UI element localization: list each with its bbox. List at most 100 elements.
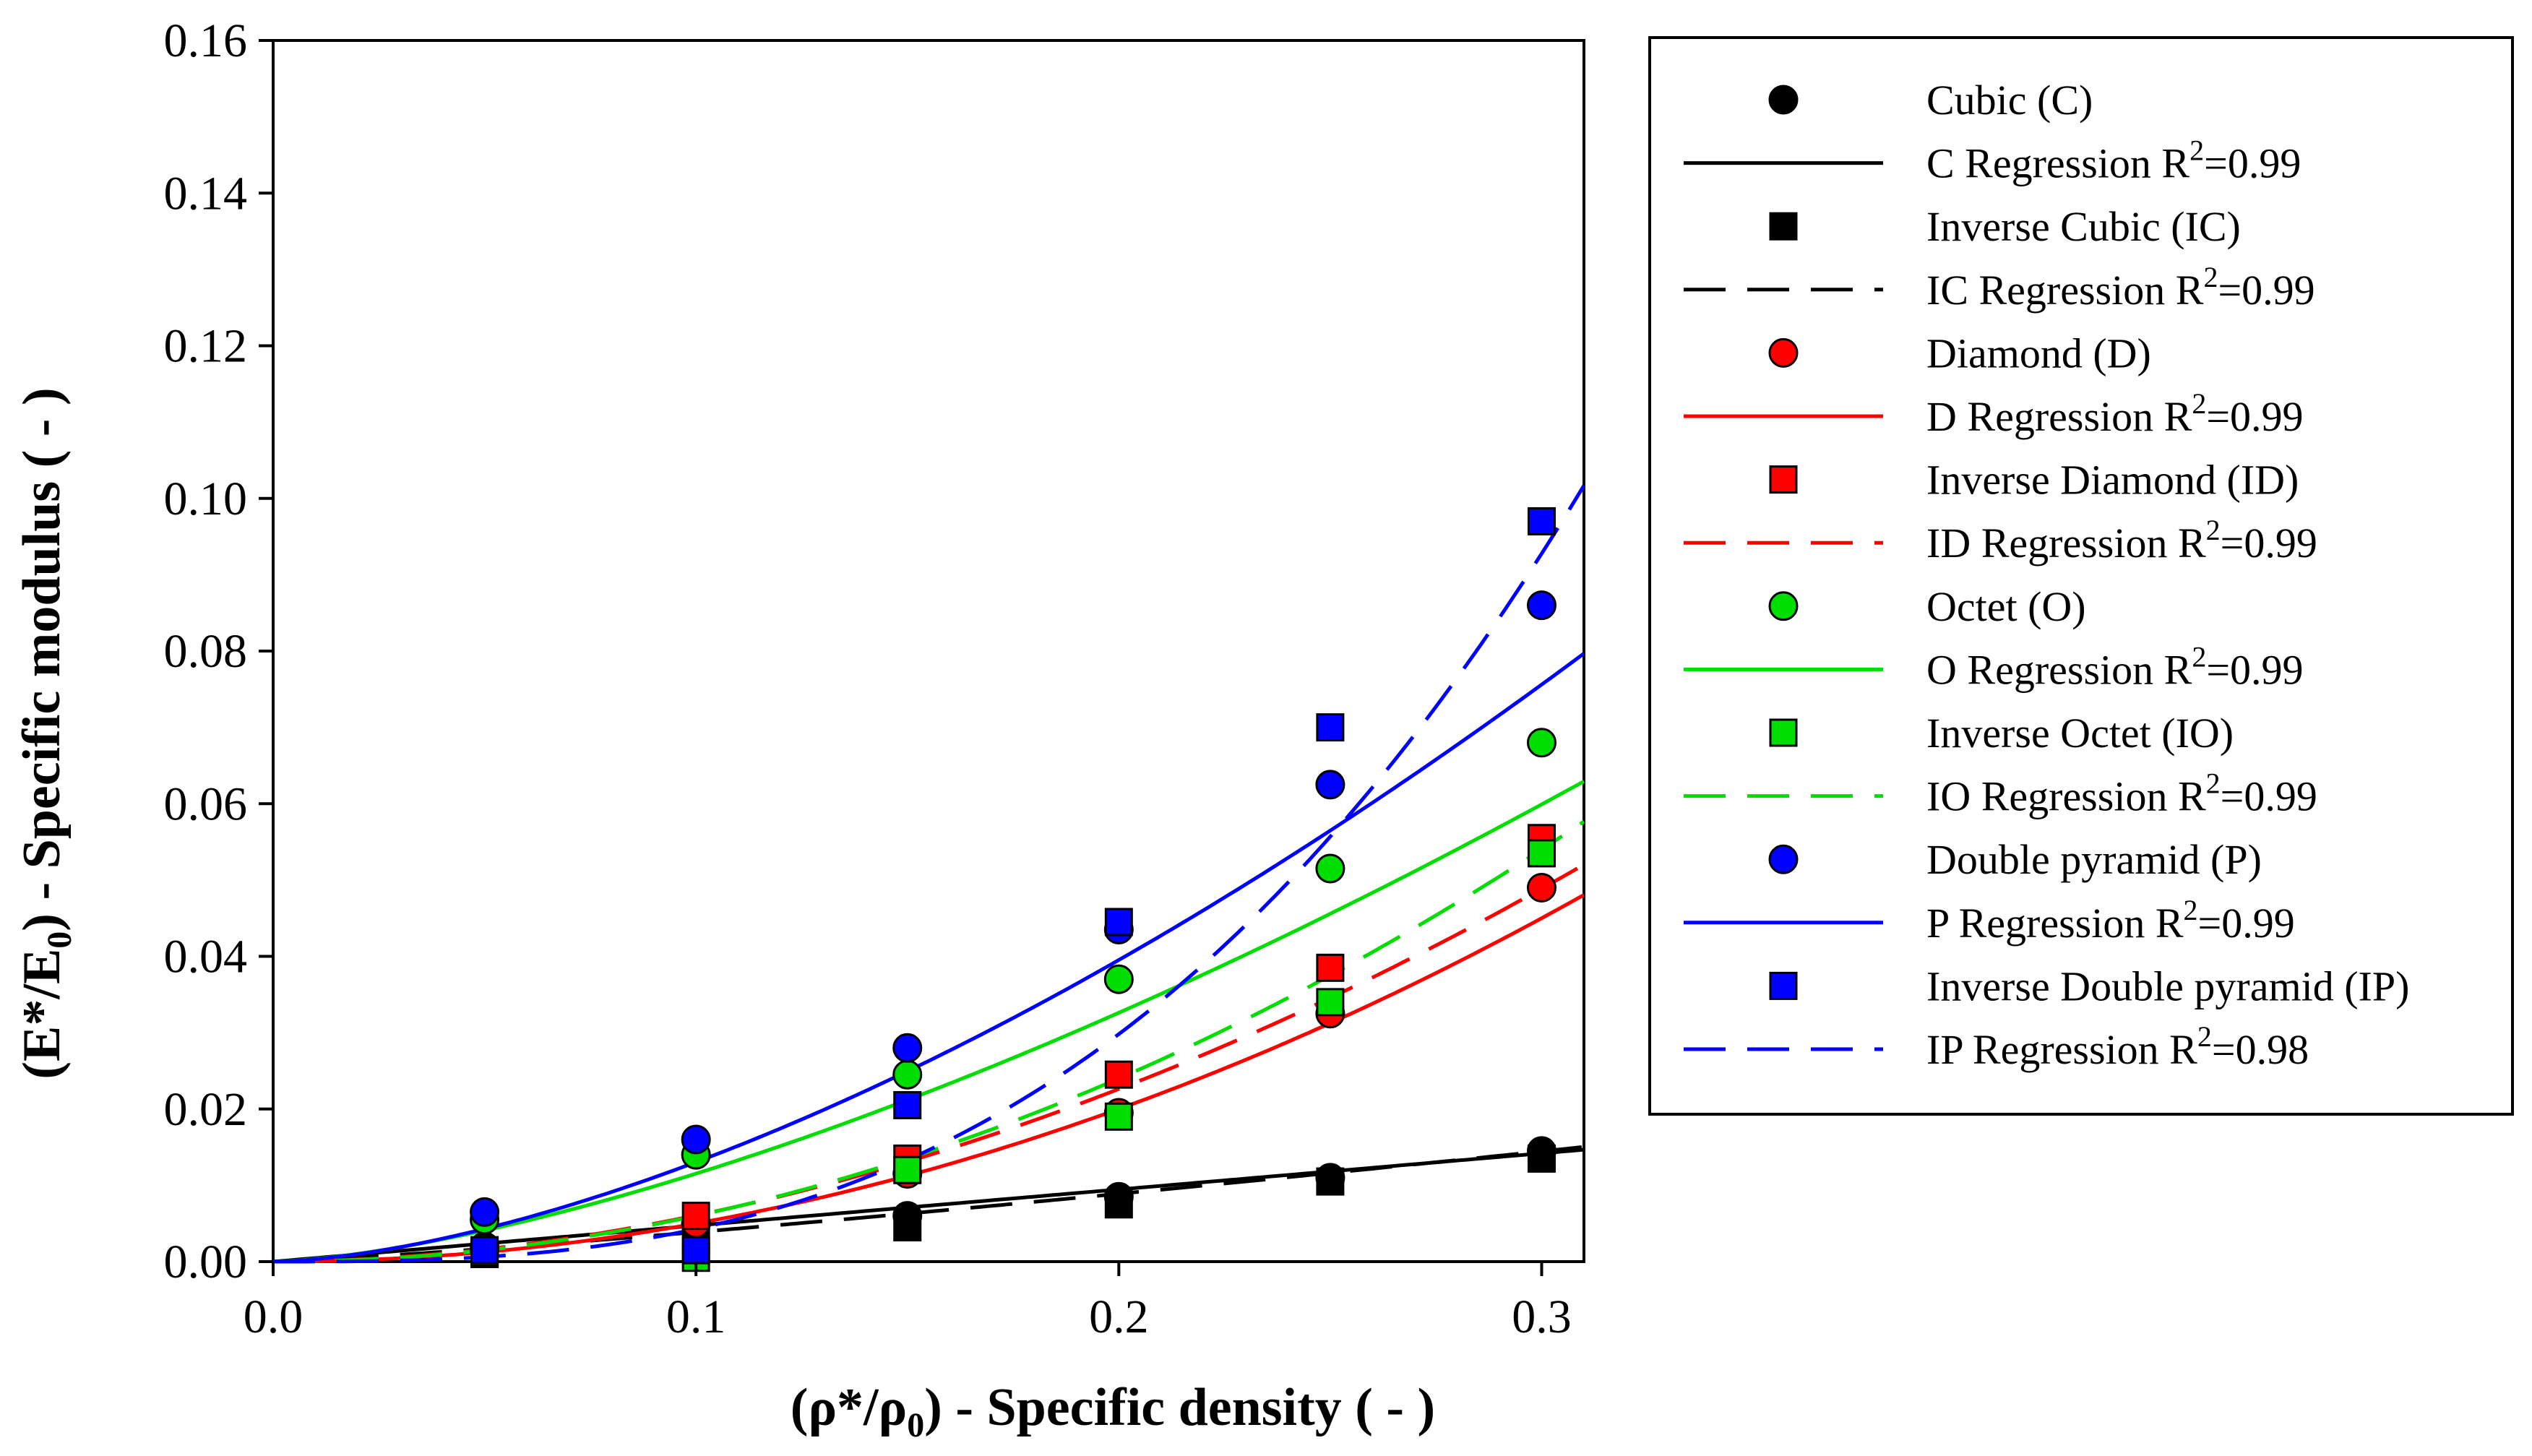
- legend-marker: [1768, 337, 1799, 368]
- x-tick-label: 0.3: [1512, 1291, 1572, 1343]
- legend-label-text: Double pyramid (P): [1926, 836, 2262, 883]
- legend-label: P Regression R2=0.99: [1926, 894, 2295, 947]
- y-axis-title: (E*/E0) - Specific modulus ( - ): [12, 387, 79, 1079]
- data-point: [1527, 1144, 1556, 1173]
- y-axis-title-sub: 0: [40, 931, 79, 949]
- legend-label: Double pyramid (P): [1926, 836, 2262, 883]
- data-point: [1316, 713, 1345, 742]
- legend-label-tail: =0.99: [2221, 773, 2317, 820]
- legend-label: IP Regression R2=0.98: [1926, 1020, 2309, 1073]
- legend-label-text: C Regression R: [1926, 140, 2189, 187]
- data-point: [1316, 1167, 1345, 1196]
- legend-marker: [1768, 85, 1799, 115]
- x-tick-label: 0.1: [666, 1291, 726, 1343]
- legend-label-tail: =0.99: [2198, 900, 2295, 947]
- data-point: [1526, 728, 1556, 758]
- axes: 0.00 0.02 0.04 0.06 0.08 0.10 0.12 0.14 0.16 0.0 0…: [164, 14, 1572, 1343]
- legend-box: [1648, 36, 2514, 1116]
- data-point: [893, 1155, 922, 1184]
- y-axis-title-post: ) - Specific modulus ( - ): [12, 387, 72, 931]
- legend-label-sup: 2: [2203, 261, 2218, 293]
- legend-label-tail: =0.99: [2206, 393, 2303, 440]
- legend-label: O Regression R2=0.99: [1926, 640, 2304, 693]
- data-point: [681, 1202, 710, 1231]
- x-tick-label: 0.2: [1089, 1291, 1149, 1343]
- legend-label: Octet (O): [1926, 583, 2086, 630]
- y-tick-label: 0.00: [164, 1236, 248, 1288]
- data-point: [681, 1236, 710, 1265]
- regression-line: [273, 819, 1585, 1264]
- legend-label-text: Diamond (D): [1926, 329, 2151, 376]
- plot-frame: [272, 39, 1585, 1263]
- regression-line: [272, 780, 1585, 1264]
- data-point: [470, 1197, 500, 1227]
- legend-label-text: Inverse Cubic (IC): [1926, 203, 2241, 250]
- legend-label-text: Inverse Double pyramid (IP): [1926, 962, 2409, 1009]
- x-tick-label: 0.0: [244, 1291, 303, 1343]
- legend-marker: [1769, 212, 1798, 241]
- y-tick-label: 0.16: [164, 14, 248, 67]
- legend-label-text: IC Regression R: [1926, 267, 2204, 314]
- data-point: [893, 1212, 922, 1241]
- data-point: [1104, 908, 1133, 936]
- data-point: [1316, 988, 1345, 1017]
- y-tick-label: 0.08: [164, 625, 248, 678]
- plot-area: [272, 39, 1585, 1263]
- legend-label-tail: =0.99: [2206, 646, 2303, 693]
- legend-label: Diamond (D): [1926, 329, 2151, 376]
- legend-marker: [1768, 591, 1799, 621]
- data-point: [681, 1124, 711, 1155]
- data-point: [892, 1033, 923, 1063]
- x-axis-title-post: ) - Specific density ( - ): [924, 1378, 1435, 1437]
- y-tick-label: 0.12: [164, 320, 248, 373]
- data-point: [1316, 953, 1345, 982]
- legend-label: IO Regression R2=0.99: [1926, 767, 2317, 820]
- legend-label-sup: 2: [2206, 767, 2221, 800]
- data-point: [470, 1236, 499, 1265]
- data-point: [1527, 839, 1556, 868]
- legend-label-text: Octet (O): [1926, 583, 2086, 630]
- legend-label-sup: 2: [2184, 894, 2198, 926]
- legend-label-tail: =0.98: [2212, 1026, 2309, 1073]
- data-point: [1526, 872, 1556, 903]
- legend-label-text: IO Regression R: [1926, 773, 2206, 820]
- data-point: [1526, 590, 1556, 621]
- legend-label-text: Inverse Octet (IO): [1926, 710, 2234, 757]
- legend-label: IC Regression R2=0.99: [1926, 261, 2315, 314]
- legend-label-sup: 2: [2189, 134, 2204, 167]
- data-point: [893, 1090, 922, 1119]
- legend-label-text: Inverse Diamond (ID): [1926, 457, 2299, 504]
- legend-label-text: IP Regression R: [1926, 1026, 2197, 1073]
- legend-label-text: P Regression R: [1926, 900, 2184, 947]
- y-tick-label: 0.04: [164, 931, 248, 983]
- legend-label: Cubic (C): [1926, 77, 2093, 124]
- y-tick-label: 0.06: [164, 777, 248, 830]
- regression-line: [273, 484, 1586, 1264]
- legend-marker: [1769, 971, 1798, 1000]
- legend-label: Inverse Octet (IO): [1926, 710, 2234, 757]
- legend-marker: [1769, 718, 1798, 747]
- legend-label: D Regression R2=0.99: [1926, 387, 2304, 440]
- legend-label-text: O Regression R: [1926, 646, 2192, 693]
- legend-label-sup: 2: [2192, 387, 2206, 420]
- legend-label: Inverse Cubic (IC): [1926, 203, 2241, 250]
- legend-label-text: Cubic (C): [1926, 77, 2093, 124]
- legend-label: Inverse Diamond (ID): [1926, 457, 2299, 504]
- regression-line: [273, 863, 1585, 1264]
- legend-label: ID Regression R2=0.99: [1926, 514, 2317, 567]
- legend-label: C Regression R2=0.99: [1926, 134, 2301, 187]
- regression-lines: [272, 484, 1586, 1264]
- legend-label-sup: 2: [2206, 514, 2221, 546]
- data-point: [1104, 1060, 1133, 1089]
- y-tick-label: 0.14: [164, 167, 248, 220]
- y-tick-label: 0.02: [164, 1083, 248, 1136]
- y-axis-title-pre: (E*/E: [12, 949, 72, 1080]
- legend-label-tail: =0.99: [2218, 267, 2314, 314]
- data-point: [1315, 770, 1345, 800]
- legend-label-sup: 2: [2197, 1020, 2212, 1053]
- data-point: [1527, 507, 1556, 535]
- y-tick-label: 0.10: [164, 473, 248, 525]
- data-point: [1315, 853, 1345, 884]
- data-point: [1104, 1190, 1133, 1219]
